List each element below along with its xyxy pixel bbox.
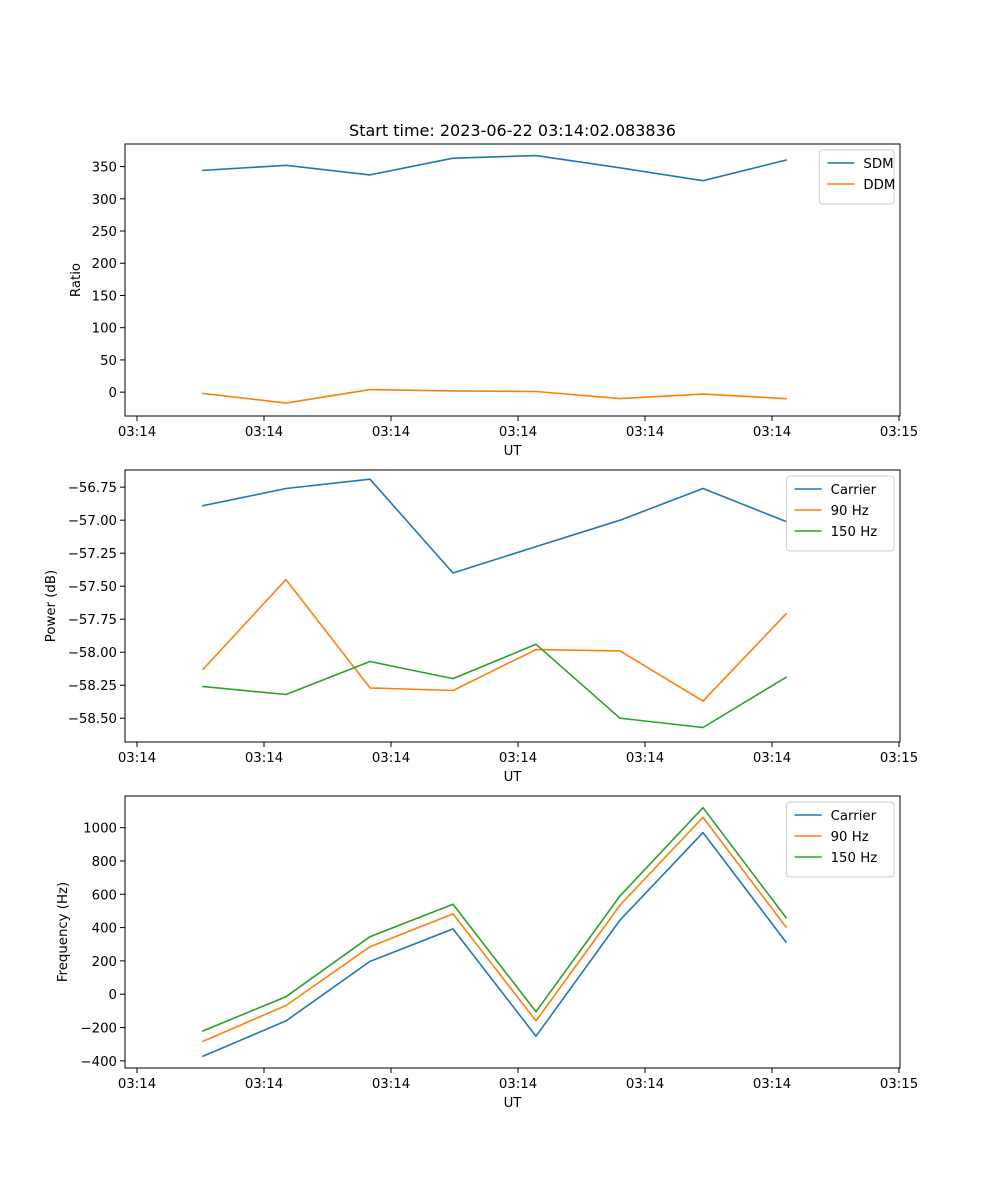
- legend-label: 90 Hz: [831, 830, 869, 845]
- y-tick-label: 400: [92, 922, 117, 937]
- y-tick-label: −57.50: [68, 580, 117, 595]
- series-line-sdm: [202, 154, 787, 182]
- y-tick-label: 300: [92, 193, 117, 208]
- y-axis-label: Frequency (Hz): [56, 882, 71, 982]
- x-tick-label: 03:14: [245, 751, 283, 766]
- y-tick-label: −58.25: [68, 679, 117, 694]
- y-tick-label: 150: [92, 289, 117, 304]
- plot-frame: [124, 469, 901, 743]
- x-tick-label: 03:14: [753, 425, 791, 440]
- chart-panel-2: 03:14 03:14 03:14 03:14 03:14 03:14 03:15 UT −58…: [44, 469, 918, 785]
- legend-label: 150 Hz: [831, 851, 878, 866]
- plot-frame: [124, 143, 901, 417]
- chart-panel-1: Start time: 2023-06-22 03:14:02.08383603…: [69, 121, 918, 459]
- y-axis-label: Power (dB): [44, 570, 59, 642]
- x-axis-label: UT: [504, 1096, 523, 1111]
- x-tick-label: 03:14: [753, 751, 791, 766]
- x-tick-label: 03:14: [372, 1077, 410, 1092]
- legend: Carrier 90 Hz 150 Hz: [786, 475, 895, 552]
- x-tick-label: 03:14: [118, 425, 156, 440]
- y-tick-label: −58.50: [68, 712, 117, 727]
- x-tick-label: 03:14: [499, 425, 537, 440]
- legend-label: 90 Hz: [831, 504, 869, 519]
- x-tick-label: 03:14: [753, 1077, 791, 1092]
- x-tick-label: 03:14: [626, 1077, 664, 1092]
- y-axis-label: Ratio: [69, 263, 84, 297]
- legend: SDM DDM: [818, 149, 895, 205]
- y-tick-label: 0: [109, 386, 117, 401]
- series-line-90-hz: [201, 816, 788, 1043]
- series-line-carrier: [201, 831, 788, 1058]
- series-line-ddm: [202, 388, 787, 404]
- x-tick-label: 03:14: [372, 751, 410, 766]
- x-tick-label: 03:14: [372, 425, 410, 440]
- x-tick-label: 03:14: [118, 1077, 156, 1092]
- x-tick-label: 03:15: [880, 751, 918, 766]
- y-tick-label: 250: [92, 225, 117, 240]
- legend-label: SDM: [863, 157, 893, 172]
- y-tick-label: −57.75: [68, 613, 117, 628]
- y-tick-label: −200: [80, 1022, 117, 1037]
- x-tick-label: 03:14: [499, 1077, 537, 1092]
- legend-label: Carrier: [831, 809, 877, 824]
- y-tick-label: 350: [92, 161, 117, 176]
- series-line-90-hz: [201, 578, 788, 702]
- series-line-carrier: [202, 478, 788, 574]
- series-line-150-hz: [201, 806, 788, 1032]
- x-tick-label: 03:14: [245, 1077, 283, 1092]
- y-tick-label: −58.00: [68, 646, 117, 661]
- x-axis-label: UT: [504, 770, 523, 785]
- x-tick-label: 03:15: [880, 1077, 918, 1092]
- legend-label: DDM: [863, 178, 895, 193]
- y-tick-label: 600: [92, 888, 117, 903]
- legend: Carrier 90 Hz 150 Hz: [786, 801, 895, 878]
- legend-label: 150 Hz: [831, 525, 878, 540]
- y-tick-label: 200: [92, 955, 117, 970]
- x-tick-label: 03:14: [626, 425, 664, 440]
- y-tick-label: 800: [92, 855, 117, 870]
- x-tick-label: 03:14: [499, 751, 537, 766]
- x-tick-label: 03:15: [880, 425, 918, 440]
- x-tick-label: 03:14: [245, 425, 283, 440]
- y-tick-label: 100: [92, 322, 117, 337]
- y-tick-label: −57.25: [68, 547, 117, 562]
- plot-frame: [124, 795, 901, 1069]
- legend-box: [786, 475, 895, 552]
- y-tick-label: 200: [92, 257, 117, 272]
- chart-panel-3: 03:14 03:14 03:14 03:14 03:14 03:14 03:15 UT −40…: [56, 795, 918, 1111]
- legend-label: Carrier: [831, 483, 877, 498]
- y-tick-label: −57.00: [68, 514, 117, 529]
- legend-box: [786, 801, 895, 878]
- y-tick-label: −400: [80, 1055, 117, 1070]
- x-tick-label: 03:14: [626, 751, 664, 766]
- y-tick-label: 0: [109, 988, 117, 1003]
- y-tick-label: −56.75: [68, 481, 117, 496]
- chart-title: Start time: 2023-06-22 03:14:02.083836: [349, 121, 676, 140]
- x-axis-label: UT: [504, 444, 523, 459]
- panels: Start time: 2023-06-22 03:14:02.08383603…: [44, 121, 918, 1111]
- series-line-150-hz: [202, 643, 788, 729]
- y-tick-label: 50: [100, 354, 117, 369]
- x-tick-label: 03:14: [118, 751, 156, 766]
- y-tick-label: 1000: [83, 822, 117, 837]
